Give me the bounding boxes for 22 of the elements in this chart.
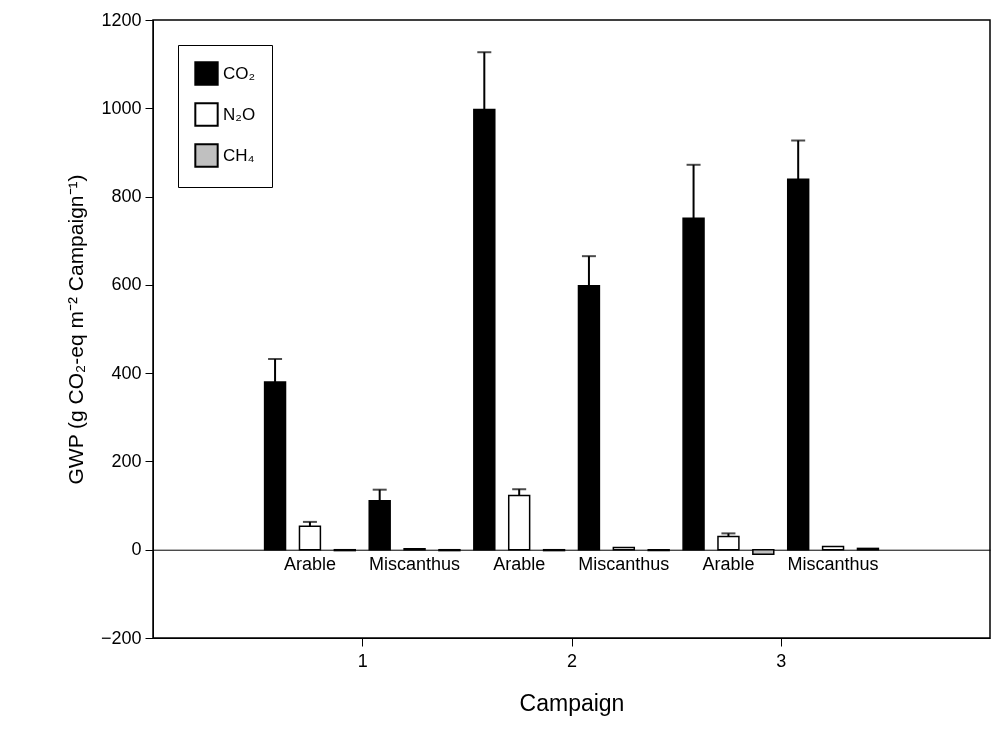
x-tick-label: Arable: [702, 554, 755, 575]
x-tick-label: Miscanthus: [369, 554, 461, 575]
x-tick-label: Arable: [283, 554, 336, 575]
x-tick-label: Arable: [493, 554, 546, 575]
y-tick-label: 1200: [101, 9, 142, 30]
y-tick-label: 600: [111, 274, 142, 295]
legend-label: N₂O: [223, 104, 256, 124]
legend-label: CO₂: [223, 63, 256, 83]
y-tick-label: 200: [111, 450, 142, 471]
x-tick-label: Miscanthus: [787, 554, 879, 575]
y-tick-label: 400: [111, 362, 142, 383]
y-tick-label: 1000: [101, 97, 142, 118]
y-axis-title: GWP (g CO₂-eq m⁻² Campaign⁻¹): [63, 174, 87, 485]
text: 2: [566, 650, 578, 671]
text: 3: [776, 650, 787, 671]
text: 1: [357, 650, 368, 671]
legend-label: CH₄: [223, 145, 255, 165]
y-tick-label: 800: [111, 186, 142, 207]
y-tick-label: −200: [100, 627, 142, 648]
x-axis-title: Campaign: [519, 689, 625, 716]
y-tick-label: 0: [131, 539, 142, 560]
x-tick-label: Miscanthus: [578, 554, 670, 575]
